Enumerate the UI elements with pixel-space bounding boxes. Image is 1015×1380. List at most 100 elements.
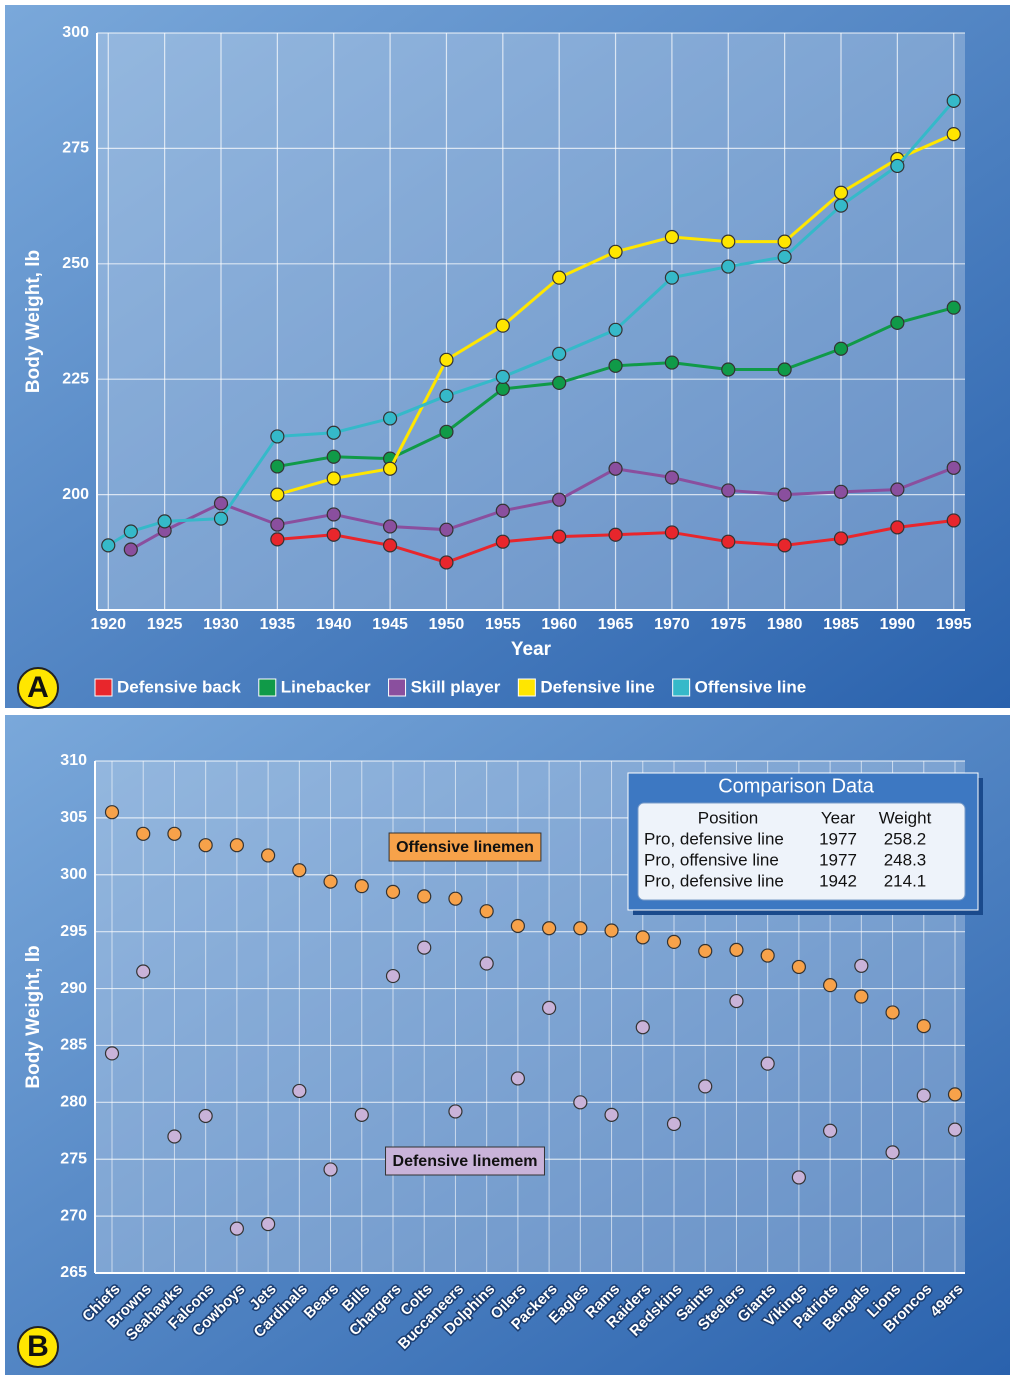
data-point (552, 529, 567, 544)
y-tick-label: 275 (62, 140, 89, 157)
data-point (664, 355, 680, 370)
legend-label: Skill player (411, 677, 501, 696)
data-point (604, 923, 619, 938)
data-point (833, 531, 849, 546)
data-point (608, 358, 623, 373)
data-point (167, 826, 182, 841)
table-title: Comparison Data (718, 775, 875, 797)
data-point (382, 519, 398, 534)
series-annotation: Defensive linemem (385, 1146, 545, 1176)
data-point (791, 959, 806, 975)
data-point (136, 826, 151, 841)
data-point (833, 198, 849, 213)
table-body (637, 802, 966, 901)
data-point (664, 270, 680, 285)
table-cell: Pro, defensive line (644, 871, 784, 890)
data-point (916, 1019, 931, 1034)
x-tick-label: 1965 (598, 616, 634, 633)
data-point (354, 1107, 369, 1122)
data-point (854, 989, 869, 1004)
data-point (777, 234, 792, 249)
data-point (823, 978, 838, 993)
data-point (270, 459, 285, 474)
data-point (261, 1216, 276, 1232)
data-point (326, 527, 341, 542)
annotation-label: Defensive linemem (393, 1153, 538, 1170)
table-cell: 1942 (819, 871, 857, 890)
y-tick-label: 290 (60, 980, 87, 997)
data-point (495, 369, 510, 384)
x-tick-label: 1935 (260, 616, 296, 633)
y-tick-label: 295 (60, 923, 87, 940)
data-point (270, 532, 285, 547)
data-point (890, 520, 905, 535)
x-tick-label: 1955 (485, 616, 521, 633)
data-point (760, 948, 775, 963)
data-point (823, 1123, 838, 1138)
data-point (885, 1005, 900, 1020)
data-point (698, 943, 713, 959)
y-tick-label: 310 (60, 752, 87, 769)
data-point (777, 487, 792, 502)
data-point (123, 524, 138, 539)
data-point (721, 259, 736, 274)
data-point (833, 484, 849, 499)
data-point (439, 555, 454, 570)
y-tick-label: 270 (60, 1207, 87, 1224)
data-point (552, 375, 567, 390)
data-point (946, 126, 961, 142)
data-point (326, 471, 341, 486)
data-point (198, 1108, 213, 1124)
data-point (947, 1122, 963, 1137)
data-point (666, 1116, 682, 1132)
data-point (213, 511, 229, 526)
data-point (417, 940, 432, 955)
x-axis-title: Year (511, 639, 552, 660)
data-point (608, 244, 623, 259)
table-header: Year (821, 808, 856, 827)
data-point (495, 381, 510, 396)
table-cell: 214.1 (884, 871, 927, 890)
table-cell: 1977 (819, 850, 857, 869)
y-tick-label: 265 (60, 1264, 87, 1281)
panel-letter-badge (17, 667, 59, 709)
x-tick-label: 1995 (936, 616, 972, 633)
data-point (791, 1170, 806, 1185)
data-point (123, 542, 138, 557)
data-point (326, 449, 341, 464)
data-point (946, 513, 961, 528)
data-point (608, 322, 623, 337)
data-point (666, 934, 682, 950)
data-point (573, 1095, 588, 1110)
y-axis-title: Body Weight, lb (23, 945, 44, 1088)
data-point (261, 848, 276, 863)
x-tick-label: 1985 (823, 616, 859, 633)
x-tick-label: 1920 (90, 616, 126, 633)
data-point (760, 1056, 775, 1071)
data-point (510, 918, 525, 934)
legend-label: Linebacker (281, 677, 371, 696)
data-point (890, 482, 905, 497)
data-point (777, 249, 792, 264)
data-point (721, 362, 736, 377)
y-tick-label: 300 (62, 24, 89, 41)
table-cell: Pro, offensive line (644, 850, 779, 869)
x-tick-label: 1925 (147, 616, 183, 633)
annotation-box (388, 832, 542, 862)
data-point (495, 318, 510, 333)
annotation-label: Offensive linemen (396, 839, 534, 856)
data-point (323, 1162, 338, 1177)
panel-letter-badge (17, 1326, 59, 1368)
data-point (552, 346, 567, 361)
data-point (495, 534, 510, 549)
data-point (854, 958, 869, 973)
x-tick-label: 1930 (203, 616, 239, 633)
x-tick-label: 1990 (880, 616, 916, 633)
data-point (323, 874, 338, 889)
data-point (604, 1107, 619, 1122)
data-point (664, 229, 680, 245)
data-point (270, 487, 285, 502)
data-point (270, 517, 285, 532)
